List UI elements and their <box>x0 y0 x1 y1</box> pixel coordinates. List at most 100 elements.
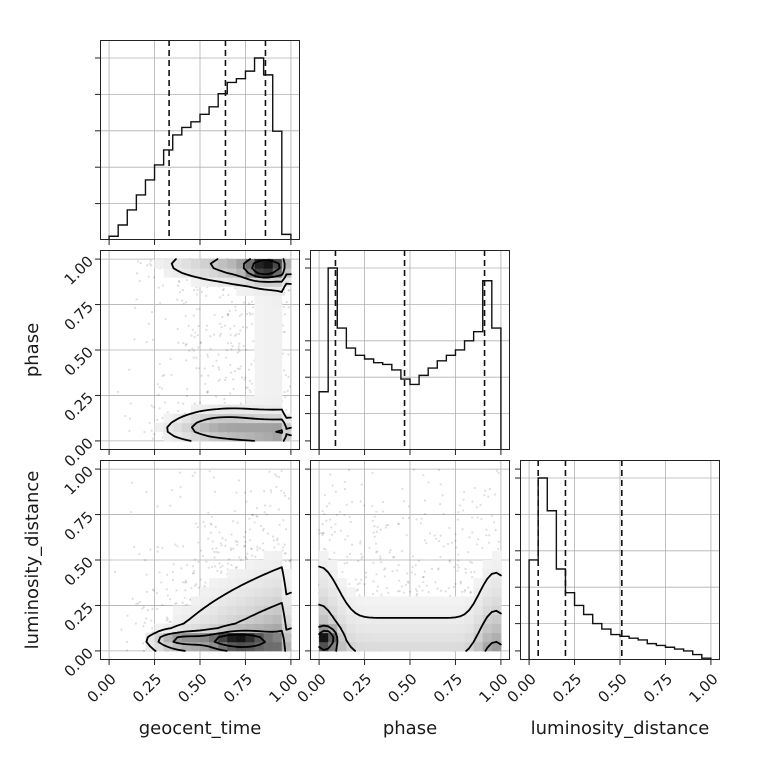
sample-point <box>191 474 194 477</box>
sample-point <box>427 590 430 594</box>
x-axis-title: geocent_time <box>139 718 262 739</box>
density-cell <box>263 359 274 369</box>
sample-point <box>355 589 358 592</box>
sample-point <box>230 563 233 567</box>
density-cell <box>218 596 228 606</box>
density-cell <box>236 614 246 625</box>
sample-point <box>117 390 120 393</box>
sample-point <box>276 537 279 540</box>
density-cell <box>172 623 183 634</box>
sample-point <box>397 522 401 526</box>
sample-point <box>285 301 288 304</box>
sample-point <box>268 470 271 473</box>
sample-point <box>368 546 371 549</box>
y-tick-label: 0.50 <box>61 553 97 589</box>
sample-point <box>166 617 169 621</box>
sample-point <box>185 359 188 362</box>
density-cell <box>218 578 228 588</box>
sample-point <box>239 365 242 368</box>
sample-point <box>364 571 368 574</box>
sample-point <box>348 515 351 518</box>
density-cell <box>272 560 283 570</box>
sample-point <box>212 476 216 479</box>
sample-point <box>374 542 378 545</box>
sample-point <box>265 513 268 516</box>
sample-point <box>161 436 164 439</box>
sample-point <box>199 549 202 552</box>
sample-point <box>387 591 390 594</box>
density-cell <box>190 277 201 287</box>
sample-point <box>409 590 412 593</box>
sample-point <box>435 537 438 540</box>
density-cell <box>190 431 201 442</box>
density-cell <box>200 404 210 415</box>
sample-point <box>229 371 233 374</box>
density-cell <box>172 268 183 278</box>
sample-point <box>206 355 210 358</box>
density-cell <box>254 569 265 579</box>
sample-point <box>318 529 321 532</box>
sample-point <box>270 491 273 494</box>
sample-point <box>177 280 181 284</box>
sample-point <box>411 565 414 568</box>
x-tick-label: 1.00 <box>265 670 301 706</box>
histogram-panel-geocent_time <box>100 40 300 240</box>
sample-point <box>493 521 496 524</box>
sample-point <box>139 262 142 265</box>
sample-point <box>401 517 405 520</box>
sample-point <box>240 376 244 379</box>
sample-point <box>447 586 450 590</box>
density-cell <box>281 641 292 652</box>
sample-point <box>448 559 451 562</box>
y-axis-title: phase <box>22 323 43 377</box>
density-cell <box>410 605 420 615</box>
density-cell <box>446 614 456 625</box>
sample-point <box>161 546 164 549</box>
sample-point <box>490 514 493 517</box>
sample-point <box>237 332 241 335</box>
sample-point <box>247 368 251 371</box>
density-cell <box>190 614 201 625</box>
density-cell <box>181 259 192 269</box>
density-cell <box>227 578 237 588</box>
sample-point <box>235 566 238 570</box>
sample-point <box>248 311 251 314</box>
density-cell <box>263 614 274 625</box>
sample-point <box>207 537 210 540</box>
sample-point <box>281 352 285 355</box>
sample-point <box>433 534 436 537</box>
sample-point <box>163 401 167 404</box>
sample-point <box>415 594 418 597</box>
sample-point <box>187 324 190 328</box>
sample-point <box>328 538 331 542</box>
density-cell <box>254 623 265 634</box>
sample-point <box>320 532 323 535</box>
sample-point <box>277 475 281 479</box>
density-cell <box>346 587 356 597</box>
density-cell <box>245 623 255 634</box>
sample-point <box>376 585 379 588</box>
sample-point <box>439 556 442 559</box>
sample-point <box>155 607 159 611</box>
sample-point <box>404 583 408 586</box>
sample-point <box>379 555 382 558</box>
sample-point <box>371 504 374 508</box>
density-cell <box>455 614 465 625</box>
sample-point <box>281 324 285 327</box>
density-cell <box>400 623 411 634</box>
sample-point <box>393 556 396 559</box>
sample-point <box>402 500 406 503</box>
sample-point <box>195 286 198 289</box>
sample-point <box>184 589 187 592</box>
density-cell <box>227 632 237 643</box>
sample-point <box>212 550 216 554</box>
histogram-step-line <box>318 267 502 450</box>
density-cell <box>200 605 210 615</box>
density-cell <box>209 632 219 643</box>
density-cell <box>254 359 265 369</box>
sample-point <box>471 516 474 519</box>
sample-point <box>233 324 236 328</box>
sample-point <box>371 519 374 523</box>
sample-point <box>209 347 212 350</box>
histogram-bar <box>392 370 401 450</box>
